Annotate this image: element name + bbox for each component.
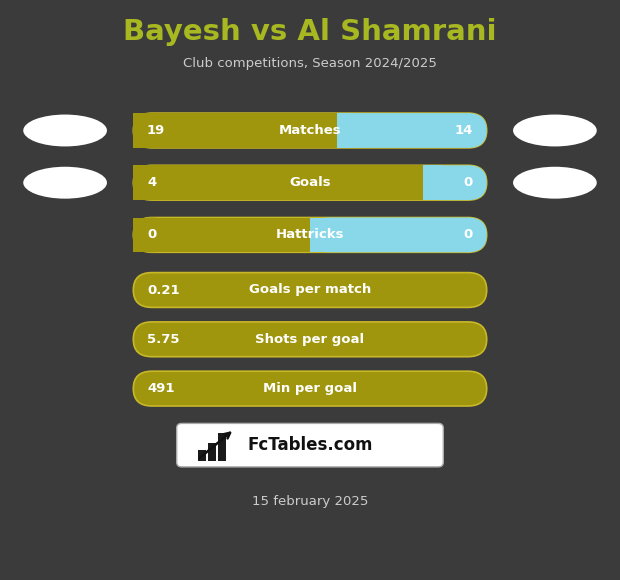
FancyBboxPatch shape bbox=[337, 113, 487, 148]
Text: Bayesh vs Al Shamrani: Bayesh vs Al Shamrani bbox=[123, 18, 497, 46]
FancyBboxPatch shape bbox=[133, 371, 487, 406]
Text: Goals: Goals bbox=[289, 176, 331, 189]
Text: Matches: Matches bbox=[278, 124, 342, 137]
FancyBboxPatch shape bbox=[423, 165, 487, 200]
Text: Min per goal: Min per goal bbox=[263, 382, 357, 395]
Text: FcTables.com: FcTables.com bbox=[248, 436, 373, 454]
FancyBboxPatch shape bbox=[133, 165, 423, 200]
FancyBboxPatch shape bbox=[133, 113, 487, 148]
FancyBboxPatch shape bbox=[133, 113, 171, 148]
Text: 5.75: 5.75 bbox=[147, 333, 179, 346]
Ellipse shape bbox=[513, 167, 596, 198]
FancyBboxPatch shape bbox=[133, 165, 171, 200]
Text: Goals per match: Goals per match bbox=[249, 284, 371, 296]
FancyBboxPatch shape bbox=[310, 218, 487, 252]
FancyBboxPatch shape bbox=[208, 443, 216, 461]
Text: 14: 14 bbox=[454, 124, 473, 137]
FancyBboxPatch shape bbox=[198, 450, 206, 461]
Text: 0.21: 0.21 bbox=[147, 284, 180, 296]
FancyBboxPatch shape bbox=[133, 322, 487, 357]
FancyBboxPatch shape bbox=[423, 165, 441, 200]
Text: 0: 0 bbox=[464, 229, 473, 241]
FancyBboxPatch shape bbox=[310, 218, 329, 252]
FancyBboxPatch shape bbox=[177, 423, 443, 467]
Text: Shots per goal: Shots per goal bbox=[255, 333, 365, 346]
Text: 19: 19 bbox=[147, 124, 165, 137]
FancyBboxPatch shape bbox=[133, 113, 337, 148]
Text: 15 february 2025: 15 february 2025 bbox=[252, 495, 368, 508]
FancyBboxPatch shape bbox=[133, 218, 171, 252]
FancyBboxPatch shape bbox=[133, 218, 487, 252]
FancyBboxPatch shape bbox=[218, 433, 226, 461]
FancyBboxPatch shape bbox=[133, 165, 487, 200]
FancyBboxPatch shape bbox=[133, 273, 487, 307]
FancyBboxPatch shape bbox=[337, 113, 355, 148]
Text: 0: 0 bbox=[147, 229, 156, 241]
Ellipse shape bbox=[23, 115, 107, 147]
FancyBboxPatch shape bbox=[133, 218, 310, 252]
Text: 0: 0 bbox=[464, 176, 473, 189]
Text: Club competitions, Season 2024/2025: Club competitions, Season 2024/2025 bbox=[183, 57, 437, 70]
Ellipse shape bbox=[513, 115, 596, 147]
Text: 491: 491 bbox=[147, 382, 174, 395]
Text: 4: 4 bbox=[147, 176, 156, 189]
Text: Hattricks: Hattricks bbox=[276, 229, 344, 241]
Ellipse shape bbox=[23, 167, 107, 198]
